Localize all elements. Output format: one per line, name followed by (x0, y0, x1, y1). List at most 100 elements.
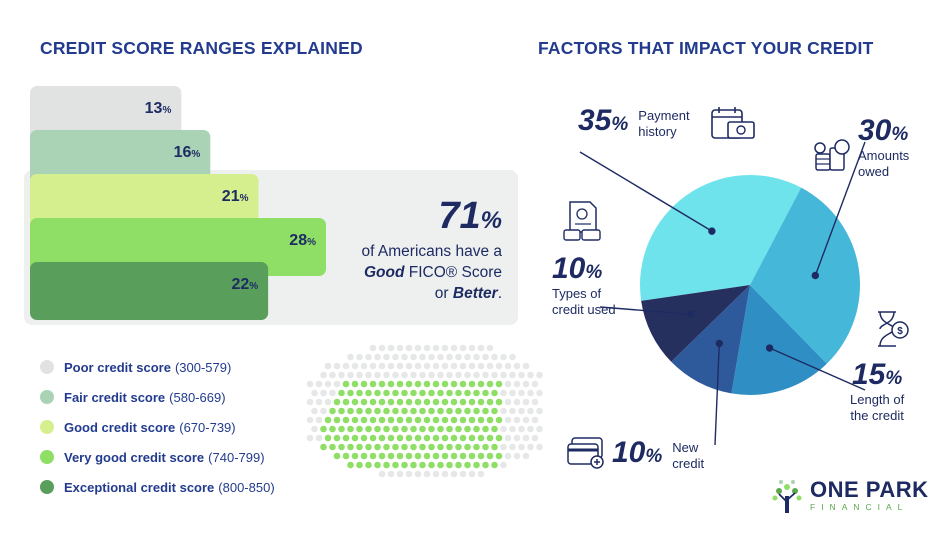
map-dot (468, 398, 476, 406)
map-dot (500, 443, 507, 451)
map-dot (500, 389, 507, 397)
map-dot (387, 344, 395, 352)
map-dot (500, 371, 507, 379)
map-dot (486, 416, 494, 424)
map-dot (477, 362, 485, 370)
map-dot (360, 434, 368, 442)
bar-value-label: 22% (231, 276, 258, 293)
map-dot (428, 425, 435, 433)
map-dot (500, 407, 507, 415)
legend-swatch (40, 390, 54, 404)
map-dot (450, 470, 458, 478)
map-dot (396, 470, 404, 478)
map-dot (401, 425, 408, 433)
map-dot (464, 407, 471, 415)
map-dot (513, 434, 521, 442)
map-dot (482, 371, 489, 379)
map-dot (342, 398, 350, 406)
map-dot (378, 434, 386, 442)
map-dot (423, 362, 431, 370)
map-dot (468, 380, 476, 388)
map-dot (432, 416, 440, 424)
map-dot (491, 407, 498, 415)
legend-item: Exceptional credit score (800-850) (40, 472, 275, 502)
map-dot (518, 407, 525, 415)
map-dot (428, 353, 435, 361)
logo-name: ONE PARK (810, 477, 929, 502)
map-dot (486, 452, 494, 460)
map-dot (333, 416, 341, 424)
map-dot (491, 389, 498, 397)
hourglass-coin-icon: $ (878, 311, 909, 347)
map-dot (342, 380, 350, 388)
legend-range: (300-579) (174, 359, 232, 375)
map-dot (504, 416, 512, 424)
legend-name: Very good credit score (64, 449, 205, 465)
leader-line (769, 347, 866, 391)
map-dot (450, 344, 458, 352)
map-dot (378, 344, 386, 352)
map-dot (405, 452, 413, 460)
map-dot (522, 416, 530, 424)
map-dot (378, 470, 386, 478)
legend-range: (580-669) (169, 389, 226, 405)
map-dot (410, 353, 417, 361)
map-dot (405, 344, 413, 352)
map-dot (315, 434, 323, 442)
map-dot (522, 452, 530, 460)
map-dot (518, 389, 525, 397)
map-dot (446, 371, 453, 379)
map-dot (437, 371, 444, 379)
map-dot (333, 362, 341, 370)
map-dot (495, 416, 503, 424)
map-dot (459, 470, 467, 478)
map-dot (396, 362, 404, 370)
credit-card-add-icon (567, 437, 604, 469)
map-dot (414, 416, 422, 424)
map-dot (450, 434, 458, 442)
map-dot (446, 353, 453, 361)
map-dot (405, 416, 413, 424)
map-dot (387, 380, 395, 388)
map-dot (347, 443, 354, 451)
map-dot (387, 416, 395, 424)
map-dot (392, 371, 399, 379)
map-dot (482, 425, 489, 433)
map-dot (423, 398, 431, 406)
map-dot (369, 380, 377, 388)
map-dot (495, 398, 503, 406)
map-dot (311, 425, 318, 433)
map-dot (428, 461, 435, 469)
map-dot (464, 461, 471, 469)
map-dot (387, 398, 395, 406)
legend-name: Poor credit score (64, 359, 171, 375)
map-dot (527, 389, 534, 397)
map-dot (536, 389, 543, 397)
leader-dot (715, 339, 724, 348)
map-dot (473, 407, 480, 415)
map-dot (333, 380, 341, 388)
map-dot (459, 344, 467, 352)
map-dot (446, 407, 453, 415)
map-dot (441, 344, 449, 352)
map-dot (441, 362, 449, 370)
map-dot (459, 434, 467, 442)
map-dot (536, 371, 543, 379)
map-dot (320, 407, 327, 415)
map-dot (446, 389, 453, 397)
map-dot (414, 452, 422, 460)
map-dot (473, 353, 480, 361)
map-dot (522, 380, 530, 388)
map-dot (419, 425, 426, 433)
map-dot (419, 407, 426, 415)
pie-value: 10% (612, 436, 663, 469)
map-dot (473, 443, 480, 451)
pie-name: Payment history (638, 108, 690, 139)
bar-value-label: 21% (222, 188, 249, 205)
legend-name: Good credit score (64, 419, 176, 435)
pie-name: Length of the credit (850, 392, 905, 423)
map-dot (401, 389, 408, 397)
map-dot (477, 470, 485, 478)
map-dot (531, 416, 539, 424)
map-dot (329, 371, 336, 379)
